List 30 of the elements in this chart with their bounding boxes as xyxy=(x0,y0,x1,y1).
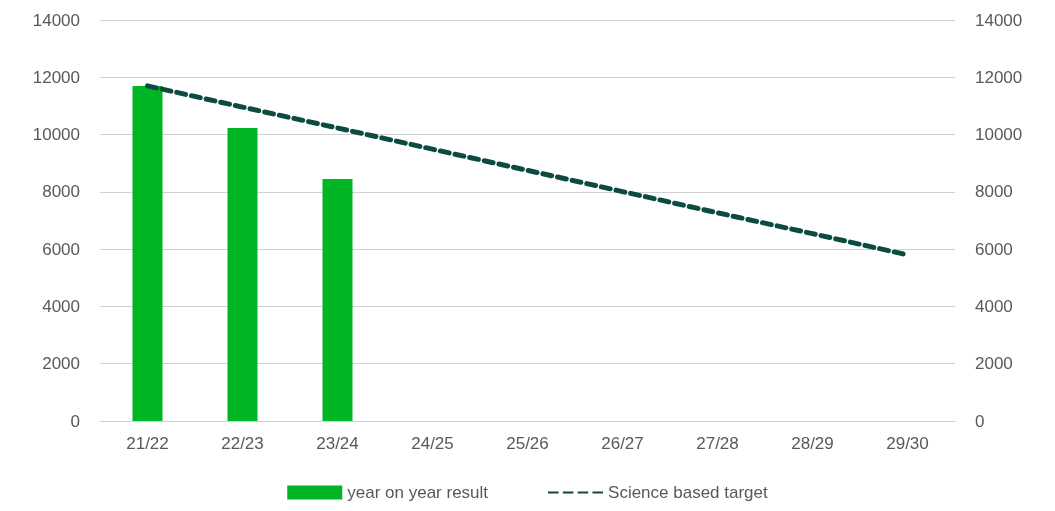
y-tick-label: 0 xyxy=(70,411,80,431)
y2-tick-label: 8000 xyxy=(975,182,1013,202)
x-tick-label: 22/23 xyxy=(221,434,264,453)
bar xyxy=(322,178,353,421)
legend-label: year on year result xyxy=(347,483,489,502)
x-tick-label: 23/24 xyxy=(316,434,359,453)
y2-tick-label: 6000 xyxy=(975,239,1013,259)
y-tick-label: 4000 xyxy=(42,296,80,316)
x-tick-label: 27/28 xyxy=(696,434,739,453)
y-tick-label: 10000 xyxy=(32,125,80,145)
y-tick-label: 6000 xyxy=(42,239,80,259)
y2-tick-label: 12000 xyxy=(975,67,1023,87)
y-tick-label: 8000 xyxy=(42,182,80,202)
y2-tick-label: 10000 xyxy=(975,125,1023,145)
bar xyxy=(227,127,258,421)
bar xyxy=(132,85,163,421)
y2-tick-label: 14000 xyxy=(975,10,1023,30)
y-tick-label: 2000 xyxy=(42,354,80,374)
x-tick-label: 25/26 xyxy=(506,434,549,453)
y2-tick-label: 0 xyxy=(975,411,985,431)
y-tick-label: 12000 xyxy=(32,67,80,87)
x-tick-label: 26/27 xyxy=(601,434,644,453)
x-tick-label: 24/25 xyxy=(411,434,454,453)
x-tick-label: 29/30 xyxy=(886,434,929,453)
legend-label: Science based target xyxy=(608,483,769,502)
y2-tick-label: 4000 xyxy=(975,296,1013,316)
y2-tick-label: 2000 xyxy=(975,354,1013,374)
x-tick-label: 21/22 xyxy=(126,434,169,453)
x-tick-label: 28/29 xyxy=(791,434,834,453)
y-tick-label: 14000 xyxy=(32,10,80,30)
